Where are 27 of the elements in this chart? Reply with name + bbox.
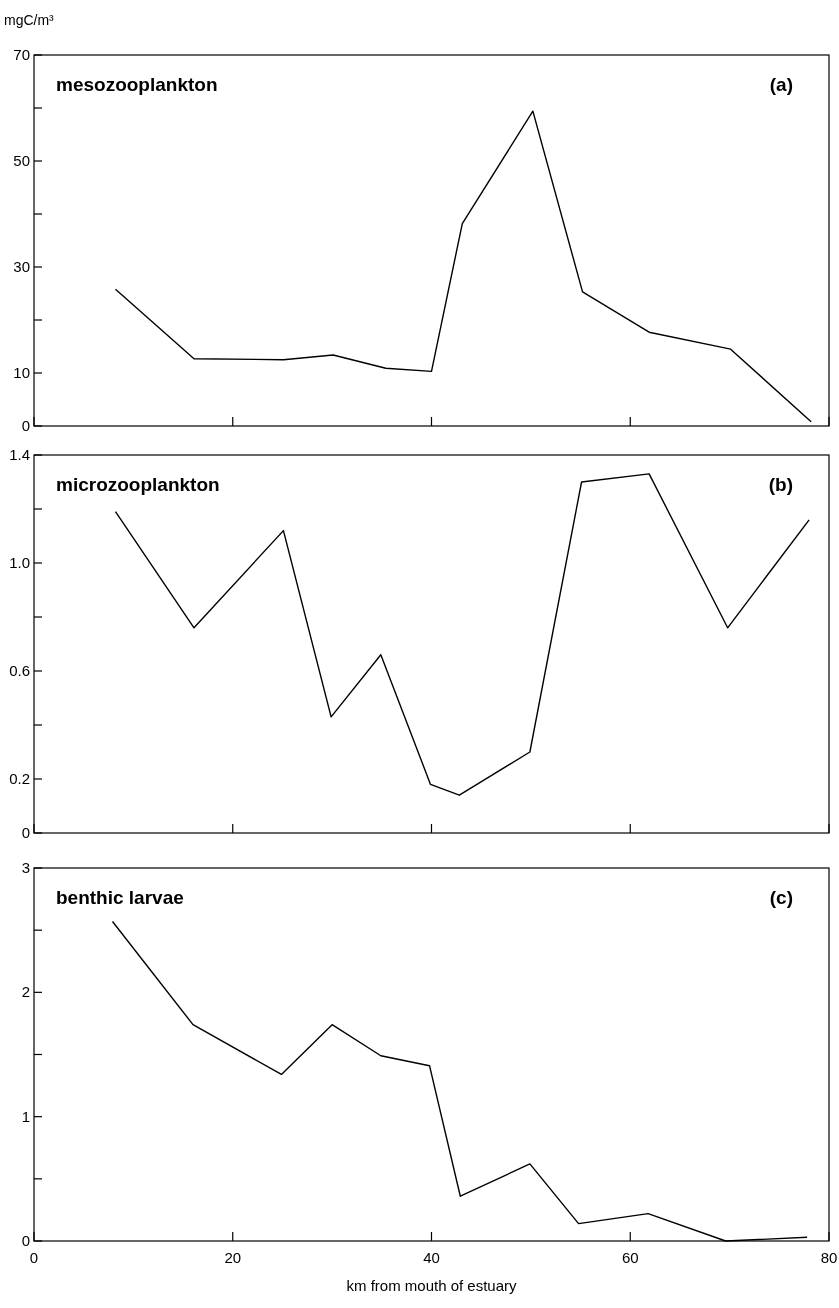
x-tick-label: 60 xyxy=(621,1249,639,1266)
x-tick-label: 20 xyxy=(224,1249,242,1266)
text: benthic larvae xyxy=(56,887,184,908)
y-tick-label: 10 xyxy=(13,364,30,381)
x-tick-label: 40 xyxy=(423,1249,440,1266)
annotation: (a) xyxy=(769,74,793,95)
y-tick-label: 1.0 xyxy=(9,554,30,571)
y-tick-label: 0.6 xyxy=(9,662,30,679)
annotation: (b) xyxy=(768,474,793,495)
x-axis-title: km from mouth of estuary xyxy=(346,1277,518,1294)
y-tick-label: 3 xyxy=(21,859,30,876)
y-axis-title: mgC/m³ xyxy=(4,12,55,28)
y-tick-label: 70 xyxy=(13,46,30,63)
y-tick-label: 2 xyxy=(21,983,30,1001)
y-tick-label: 0.2 xyxy=(9,770,30,787)
annotation: (c) xyxy=(769,887,793,908)
y-tick-label: 1 xyxy=(21,1107,30,1125)
y-tick-label: 1.4 xyxy=(9,446,30,463)
x-tick-label: 80 xyxy=(820,1249,838,1266)
y-tick-label: 30 xyxy=(13,258,30,275)
y-tick-label: 50 xyxy=(13,152,30,169)
y-tick-label: 0 xyxy=(21,824,30,841)
y-tick-label: 0 xyxy=(21,417,30,434)
y-tick-label: 0 xyxy=(21,1232,30,1249)
text: mesozooplankton xyxy=(56,74,218,95)
line-series xyxy=(114,110,812,423)
text: microzooplankton xyxy=(56,474,220,495)
